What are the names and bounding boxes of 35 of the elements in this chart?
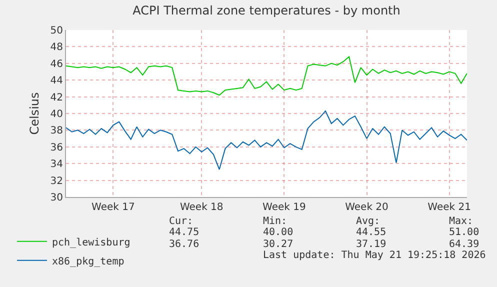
text: 30.27: [263, 239, 294, 250]
text: 64.39: [449, 239, 480, 250]
text: 51.00: [449, 227, 480, 238]
x-tick-label: Week 19: [262, 202, 306, 213]
y-tick-label: 38: [50, 126, 63, 137]
y-tick-label: 36: [50, 142, 63, 154]
y-tick-label: 42: [50, 92, 63, 104]
text: 40.00: [263, 227, 294, 238]
text: Cur:: [169, 216, 194, 227]
y-tick-label: 46: [50, 58, 63, 70]
y-tick-label: 32: [50, 176, 63, 187]
text: 44.75: [169, 227, 200, 238]
legend-label: x86_pkg_temp: [52, 256, 124, 268]
chart-title: ACPI Thermal zone temperatures - by month: [132, 3, 400, 18]
line-series: [66, 56, 467, 96]
x-tick-label: Week 17: [92, 202, 135, 213]
text: Min:: [263, 216, 288, 227]
text: 44.55: [356, 227, 386, 238]
text: Max:: [449, 216, 474, 227]
y-tick-label: 40: [50, 109, 63, 120]
legend-label: pch_lewisburg: [52, 237, 130, 248]
text: Avg:: [356, 216, 380, 227]
text: 37.19: [356, 239, 386, 250]
y-tick-label: 48: [50, 42, 63, 54]
text: 36.76: [169, 239, 200, 250]
y-axis-title: Celsius: [28, 92, 42, 135]
y-tick-label: 44: [50, 76, 63, 87]
text: Last update: Thu May 21 19:25:18 2026: [263, 250, 486, 261]
y-tick-label: 50: [50, 26, 63, 36]
y-tick-label: 30: [50, 192, 63, 204]
y-tick-label: 34: [50, 159, 63, 170]
x-tick-label: Week 20: [345, 202, 388, 213]
x-tick-label: Week 21: [428, 202, 471, 213]
x-tick-label: Week 18: [180, 202, 224, 213]
line-series: [66, 110, 467, 170]
